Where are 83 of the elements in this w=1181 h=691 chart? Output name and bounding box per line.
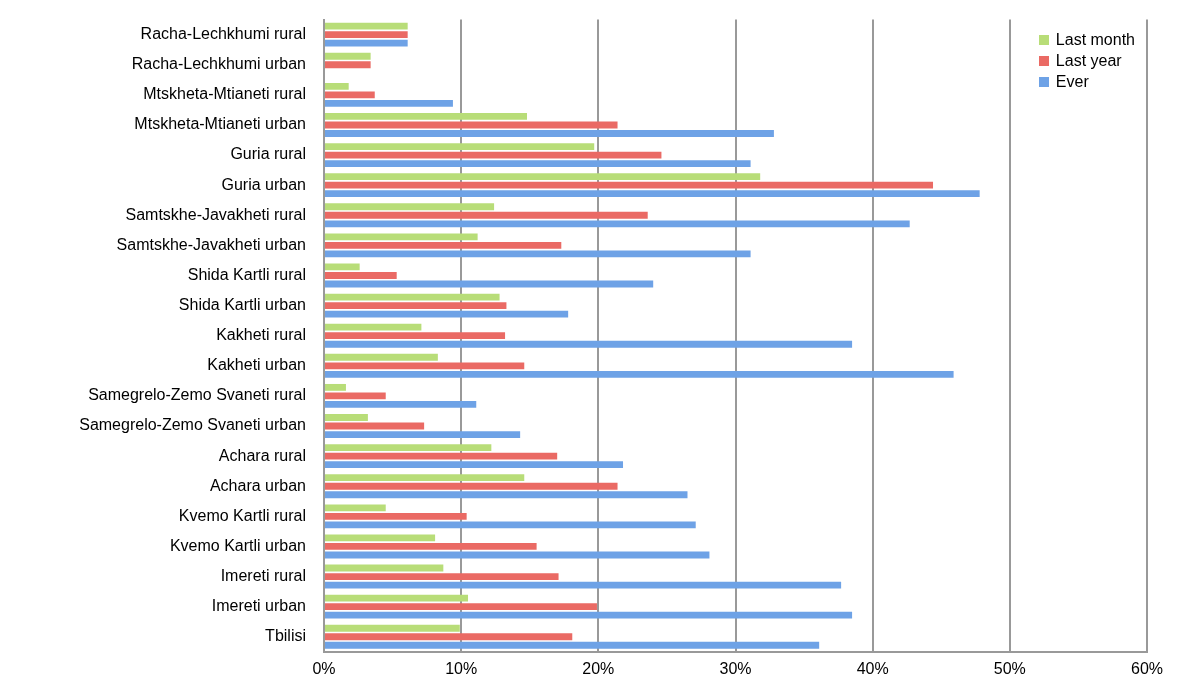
bar — [325, 594, 469, 602]
bar — [325, 181, 934, 189]
x-tick-label: 60% — [1130, 659, 1164, 677]
bar — [325, 603, 597, 611]
x-tick-label: 0% — [312, 659, 336, 677]
bar — [325, 491, 688, 499]
bar — [325, 190, 980, 198]
bar — [325, 61, 371, 69]
x-tick-label: 20% — [582, 659, 615, 677]
bar — [325, 310, 569, 318]
bar — [325, 220, 910, 228]
bar — [325, 113, 528, 120]
bar — [325, 474, 525, 482]
y-tick-label: Samtskhe-Javakheti rural — [125, 205, 306, 223]
y-tick-label: Imereti rural — [220, 566, 306, 584]
y-tick-label: Samegrelo-Zemo Svaneti urban — [79, 416, 306, 434]
bar — [325, 130, 774, 137]
y-tick-label: Imereti urban — [211, 597, 306, 615]
bar — [325, 504, 386, 512]
bar — [325, 401, 477, 408]
bar — [325, 233, 478, 241]
y-tick-label: Racha-Lechkhumi rural — [140, 25, 306, 43]
bar — [325, 52, 371, 60]
y-tick-label: Tbilisi — [265, 627, 306, 645]
y-tick-label: Samegrelo-Zemo Svaneti rural — [88, 386, 306, 404]
bar — [325, 512, 467, 520]
bar — [325, 211, 648, 219]
bar — [325, 302, 507, 310]
bar — [325, 173, 761, 181]
y-tick-label: Kakheti urban — [207, 356, 306, 374]
bar — [325, 383, 346, 391]
legend-label: Last year — [1055, 52, 1122, 70]
bar — [325, 461, 624, 469]
bar — [325, 521, 696, 529]
y-tick-label: Kvemo Kartli urban — [169, 536, 306, 554]
bar — [325, 633, 573, 641]
bar — [325, 99, 453, 107]
bar — [325, 370, 954, 378]
y-tick-label: Achara rural — [218, 446, 306, 464]
y-tick-label: Achara urban — [209, 476, 306, 494]
bar — [325, 431, 521, 438]
legend-label: Ever — [1055, 73, 1089, 91]
bar — [325, 340, 853, 348]
bar — [325, 444, 492, 451]
bar — [325, 332, 506, 340]
y-tick-label: Guria urban — [221, 175, 306, 193]
bar — [325, 624, 460, 632]
bar — [325, 611, 853, 619]
bar — [325, 543, 537, 550]
y-tick-label: Mtskheta-Mtianeti rural — [143, 85, 306, 103]
bar — [325, 22, 408, 30]
bar — [325, 143, 595, 150]
bar — [325, 414, 368, 421]
y-tick-label: Kakheti rural — [216, 326, 306, 344]
bar — [325, 353, 438, 361]
x-tick-label: 50% — [993, 659, 1026, 677]
x-tick-label: 40% — [856, 659, 889, 677]
y-tick-label: Mtskheta-Mtianeti urban — [134, 115, 306, 133]
bar — [325, 160, 751, 168]
x-tick-label: 10% — [445, 659, 478, 677]
bar — [325, 203, 495, 211]
bar — [325, 392, 386, 400]
bar — [325, 573, 559, 580]
bar — [325, 82, 349, 90]
y-tick-label: Guria rural — [230, 145, 306, 163]
y-tick-label: Samtskhe-Javakheti urban — [116, 235, 306, 253]
x-tick-label: 30% — [719, 659, 752, 677]
legend-label: Last month — [1055, 31, 1135, 49]
y-tick-label: Shida Kartli urban — [178, 296, 306, 313]
bar — [325, 31, 408, 39]
bar — [325, 323, 422, 331]
bar — [325, 482, 618, 490]
bar — [325, 452, 558, 460]
bar — [325, 39, 408, 47]
bar — [325, 362, 525, 370]
bar — [325, 641, 820, 649]
bar — [325, 91, 375, 99]
y-tick-label: Kvemo Kartli rural — [178, 506, 306, 524]
bar — [325, 241, 562, 249]
bar — [325, 272, 397, 279]
y-tick-label: Racha-Lechkhumi urban — [131, 55, 306, 73]
y-tick-label: Shida Kartli rural — [187, 265, 306, 283]
bar — [325, 534, 436, 542]
